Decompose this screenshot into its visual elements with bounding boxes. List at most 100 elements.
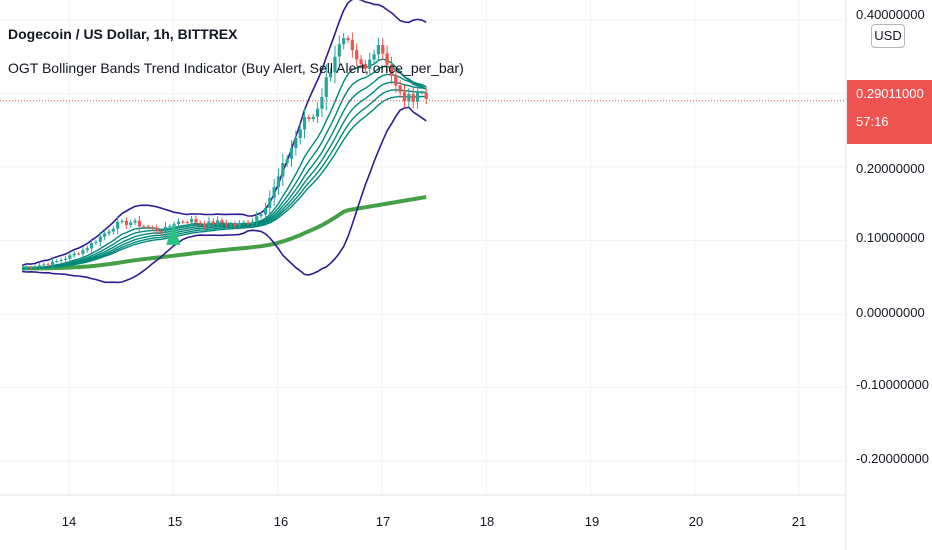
candle-body — [315, 108, 320, 117]
candle-body — [285, 158, 289, 163]
candle-body — [211, 221, 215, 225]
candle-body — [302, 117, 307, 130]
candle-body — [168, 226, 172, 228]
candle-body — [72, 253, 76, 256]
candle-body — [242, 222, 246, 224]
ribbon-line — [22, 65, 427, 270]
candle-body — [150, 227, 155, 229]
candle-body — [311, 116, 315, 120]
buy-signal-marker — [166, 222, 181, 245]
candle-body — [333, 56, 337, 73]
currency-button[interactable]: USD — [871, 24, 905, 48]
candle-body — [220, 220, 224, 223]
price-tick: 0.40000000 — [856, 7, 925, 22]
candle-body — [229, 224, 233, 226]
time-tick: 15 — [167, 514, 183, 529]
ribbon-line — [22, 89, 427, 270]
slow-ema-path — [22, 195, 427, 271]
candle-body — [146, 226, 150, 228]
candle-body — [29, 267, 33, 269]
ribbon-line — [22, 81, 427, 270]
candle-body — [237, 223, 241, 227]
candle-body — [202, 223, 207, 227]
candle-body — [376, 44, 381, 55]
lower-band — [21, 106, 427, 284]
candle-body — [350, 40, 354, 51]
candle-body — [116, 221, 120, 229]
candle-body — [298, 129, 302, 139]
candlesticks — [24, 32, 428, 271]
symbol-title[interactable]: Dogecoin / US Dollar, 1h, BITTREX — [8, 26, 238, 42]
candle-body — [272, 187, 276, 198]
candle-body — [89, 243, 94, 249]
price-tick: 0.10000000 — [856, 230, 925, 245]
candle-body — [120, 220, 124, 222]
candle-body — [185, 222, 189, 224]
slow-ema-line — [22, 195, 427, 271]
candle-body — [59, 259, 63, 261]
candle-body — [307, 117, 311, 120]
candle-body — [233, 224, 237, 227]
candle-body — [42, 264, 46, 266]
candle-body — [189, 219, 194, 223]
candle-body — [163, 227, 168, 233]
candle-body — [50, 261, 55, 265]
candle-body — [368, 59, 372, 69]
candle-body — [142, 226, 146, 228]
candle-body — [320, 96, 324, 109]
candle-body — [198, 222, 202, 224]
time-tick: 14 — [61, 514, 77, 529]
candle-body — [224, 222, 228, 225]
candle-body — [181, 221, 185, 223]
candle-body — [129, 222, 133, 225]
bollinger-bands — [21, 0, 427, 284]
candle-body — [246, 222, 250, 224]
candle-body — [329, 72, 333, 78]
candle-body — [133, 220, 137, 223]
time-tick: 17 — [375, 514, 391, 529]
candle-body — [55, 260, 59, 262]
candle-body — [103, 233, 107, 237]
candle-body — [255, 216, 259, 222]
time-tick: 20 — [688, 514, 704, 529]
candle-body — [415, 92, 420, 102]
ribbon-line — [22, 58, 427, 270]
candle-body — [46, 264, 50, 266]
buy-signals — [166, 222, 181, 245]
candle-body — [402, 92, 407, 102]
candle-body — [33, 266, 37, 268]
candle-body — [263, 207, 268, 215]
candle-body — [159, 231, 163, 233]
candle-body — [155, 227, 159, 232]
candle-body — [176, 221, 181, 225]
candle-body — [385, 53, 389, 65]
time-tick: 21 — [791, 514, 807, 529]
time-tick: 19 — [584, 514, 600, 529]
candle-body — [124, 220, 128, 225]
bar-countdown: 57:16 — [856, 114, 889, 129]
current-price-value: 0.29011000 — [856, 86, 924, 101]
candle-body — [24, 267, 29, 269]
candle-body — [250, 221, 254, 224]
candle-body — [398, 85, 402, 93]
ema-ribbon — [22, 58, 427, 270]
candle-body — [68, 255, 72, 259]
time-tick: 18 — [479, 514, 495, 529]
price-tick: 0.00000000 — [856, 305, 925, 320]
candle-body — [94, 241, 98, 244]
candle-body — [359, 59, 363, 65]
candle-body — [355, 50, 359, 60]
candle-body — [276, 176, 281, 188]
candle-body — [194, 219, 198, 223]
candle-body — [389, 64, 394, 76]
candle-body — [381, 44, 385, 54]
indicator-legend[interactable]: OGT Bollinger Bands Trend Indicator (Buy… — [8, 60, 464, 76]
candle-body — [294, 138, 298, 149]
candle-body — [289, 148, 294, 159]
candle-body — [37, 265, 42, 267]
candle-body — [216, 220, 220, 225]
candle-body — [424, 92, 428, 99]
candle-body — [81, 250, 85, 254]
ribbon-line — [22, 95, 427, 270]
